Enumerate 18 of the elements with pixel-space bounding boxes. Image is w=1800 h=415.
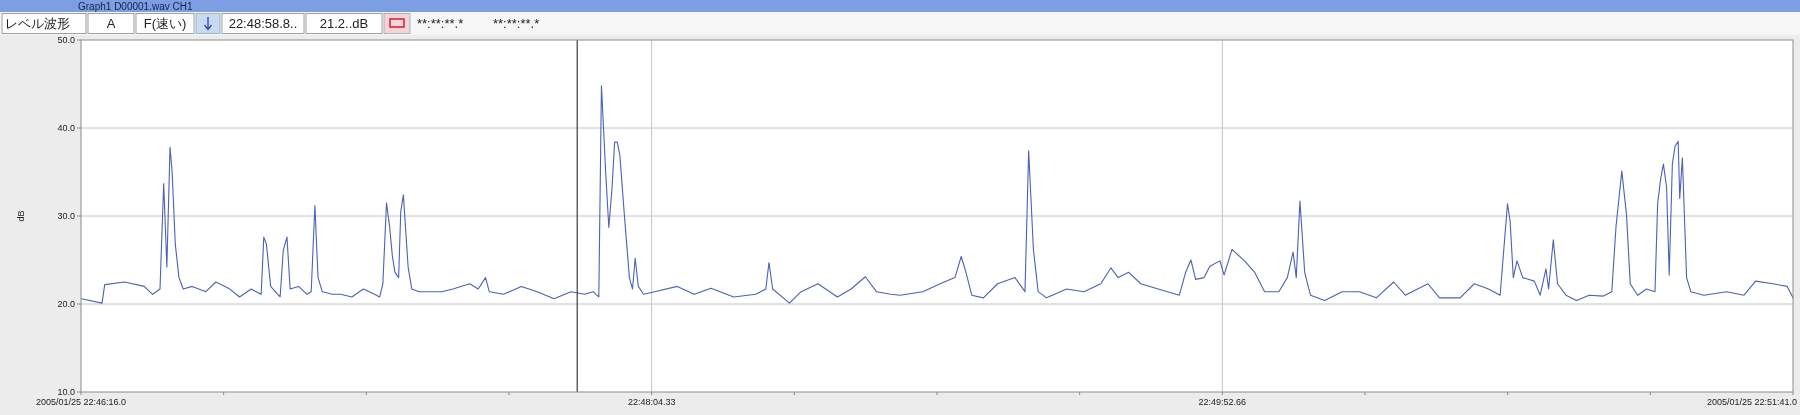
annotation: **:**:**.*	[417, 16, 464, 31]
y-tick-label: 30.0	[57, 211, 75, 221]
x-tick-label: 22:48:04.33	[627, 397, 676, 407]
title: Graph1 D00001.wav CH1	[78, 1, 193, 12]
annotation: F(速い)	[143, 16, 187, 31]
x-tick-label: 2005/01/25 22:51:41.0	[1706, 397, 1797, 407]
annotation: **:**:**.*	[493, 16, 540, 31]
annotation: A	[106, 16, 116, 31]
x-tick-label: 22:49:52.66	[1198, 397, 1247, 407]
y-tick-label: 10.0	[57, 387, 75, 397]
y-tick-label: 40.0	[57, 123, 75, 133]
annotation: レベル波形	[5, 16, 70, 31]
annotation: 22:48:58.8..	[228, 16, 298, 31]
y-tick-label: 20.0	[57, 299, 75, 309]
annotation: 21.2..dB	[319, 16, 369, 31]
y-axis-title: dB	[16, 210, 26, 222]
x-tick-label: 2005/01/25 22:46:16.0	[35, 397, 127, 407]
y-tick-label: 50.0	[57, 35, 75, 45]
